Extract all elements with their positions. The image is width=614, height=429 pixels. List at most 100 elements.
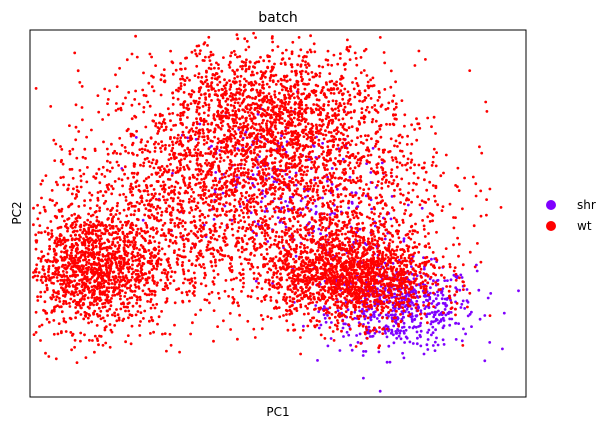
point-wt — [117, 316, 121, 320]
point-wt — [90, 301, 94, 305]
point-wt — [40, 196, 43, 200]
point-wt — [169, 343, 173, 347]
point-shr — [373, 331, 377, 335]
point-wt — [246, 111, 250, 114]
point-wt — [391, 240, 395, 244]
point-shr — [402, 239, 406, 243]
point-wt — [164, 201, 168, 205]
point-wt — [279, 272, 282, 276]
point-wt — [43, 309, 47, 313]
point-wt — [127, 258, 131, 262]
point-wt — [140, 274, 144, 277]
point-wt — [285, 278, 289, 282]
point-wt — [88, 289, 91, 293]
point-wt — [376, 99, 380, 102]
point-wt — [72, 230, 76, 234]
point-shr — [344, 322, 347, 326]
point-wt — [188, 299, 191, 303]
point-shr — [401, 315, 405, 319]
point-wt — [314, 94, 318, 97]
point-wt — [186, 108, 190, 111]
point-shr — [254, 279, 258, 283]
point-wt — [153, 280, 156, 283]
point-wt — [312, 292, 315, 296]
point-shr — [325, 179, 329, 183]
point-shr — [431, 325, 435, 329]
point-wt — [348, 327, 352, 331]
point-shr — [330, 321, 333, 324]
point-wt — [311, 301, 315, 304]
point-wt — [386, 262, 389, 266]
point-wt — [299, 75, 303, 79]
point-wt — [203, 80, 207, 84]
point-wt — [109, 300, 113, 304]
point-wt — [110, 263, 113, 266]
point-wt — [42, 205, 46, 209]
point-shr — [321, 141, 324, 145]
point-wt — [195, 177, 199, 181]
point-wt — [111, 250, 115, 253]
point-shr — [384, 286, 387, 290]
point-wt — [121, 319, 125, 322]
point-wt — [259, 91, 262, 95]
point-wt — [369, 287, 372, 291]
point-wt — [339, 287, 342, 291]
point-wt — [412, 259, 415, 263]
point-wt — [123, 234, 127, 238]
point-wt — [309, 319, 312, 322]
point-wt — [288, 284, 292, 288]
point-wt — [74, 223, 78, 227]
point-shr — [436, 302, 440, 306]
point-shr — [377, 313, 381, 317]
point-wt — [101, 194, 105, 198]
point-wt — [100, 291, 104, 294]
point-wt — [349, 143, 352, 147]
point-wt — [154, 122, 158, 125]
point-shr — [399, 329, 403, 333]
point-wt — [414, 263, 418, 267]
point-wt — [152, 289, 156, 293]
point-wt — [228, 66, 232, 69]
point-wt — [360, 107, 364, 110]
point-wt — [340, 304, 344, 307]
point-shr — [358, 332, 362, 336]
point-wt — [421, 261, 424, 265]
point-wt — [129, 278, 133, 282]
point-shr — [371, 146, 375, 150]
point-wt — [412, 281, 416, 285]
point-wt — [313, 50, 317, 54]
point-shr — [477, 288, 481, 292]
point-wt — [252, 271, 256, 275]
point-shr — [468, 312, 472, 316]
point-shr — [322, 313, 326, 317]
point-wt — [330, 313, 334, 316]
point-wt — [183, 67, 187, 71]
point-wt — [394, 102, 398, 106]
point-shr — [288, 175, 291, 179]
point-wt — [74, 249, 78, 253]
point-wt — [72, 294, 76, 298]
point-wt — [414, 306, 418, 310]
point-wt — [131, 263, 134, 267]
point-wt — [233, 77, 237, 80]
point-wt — [302, 92, 305, 95]
point-wt — [306, 169, 309, 173]
point-wt — [222, 56, 225, 59]
point-wt — [46, 252, 50, 256]
point-wt — [271, 110, 275, 113]
point-wt — [422, 304, 425, 307]
point-wt — [398, 293, 402, 297]
point-wt — [88, 281, 92, 285]
point-wt — [378, 262, 382, 265]
point-wt — [360, 310, 363, 313]
point-wt — [105, 299, 109, 303]
point-wt — [323, 289, 327, 293]
point-wt — [98, 291, 102, 294]
point-wt — [394, 139, 398, 143]
point-shr — [439, 319, 443, 323]
point-wt — [52, 332, 56, 336]
point-wt — [194, 281, 197, 285]
point-wt — [364, 47, 368, 51]
point-wt — [401, 306, 405, 309]
point-wt — [277, 98, 280, 101]
